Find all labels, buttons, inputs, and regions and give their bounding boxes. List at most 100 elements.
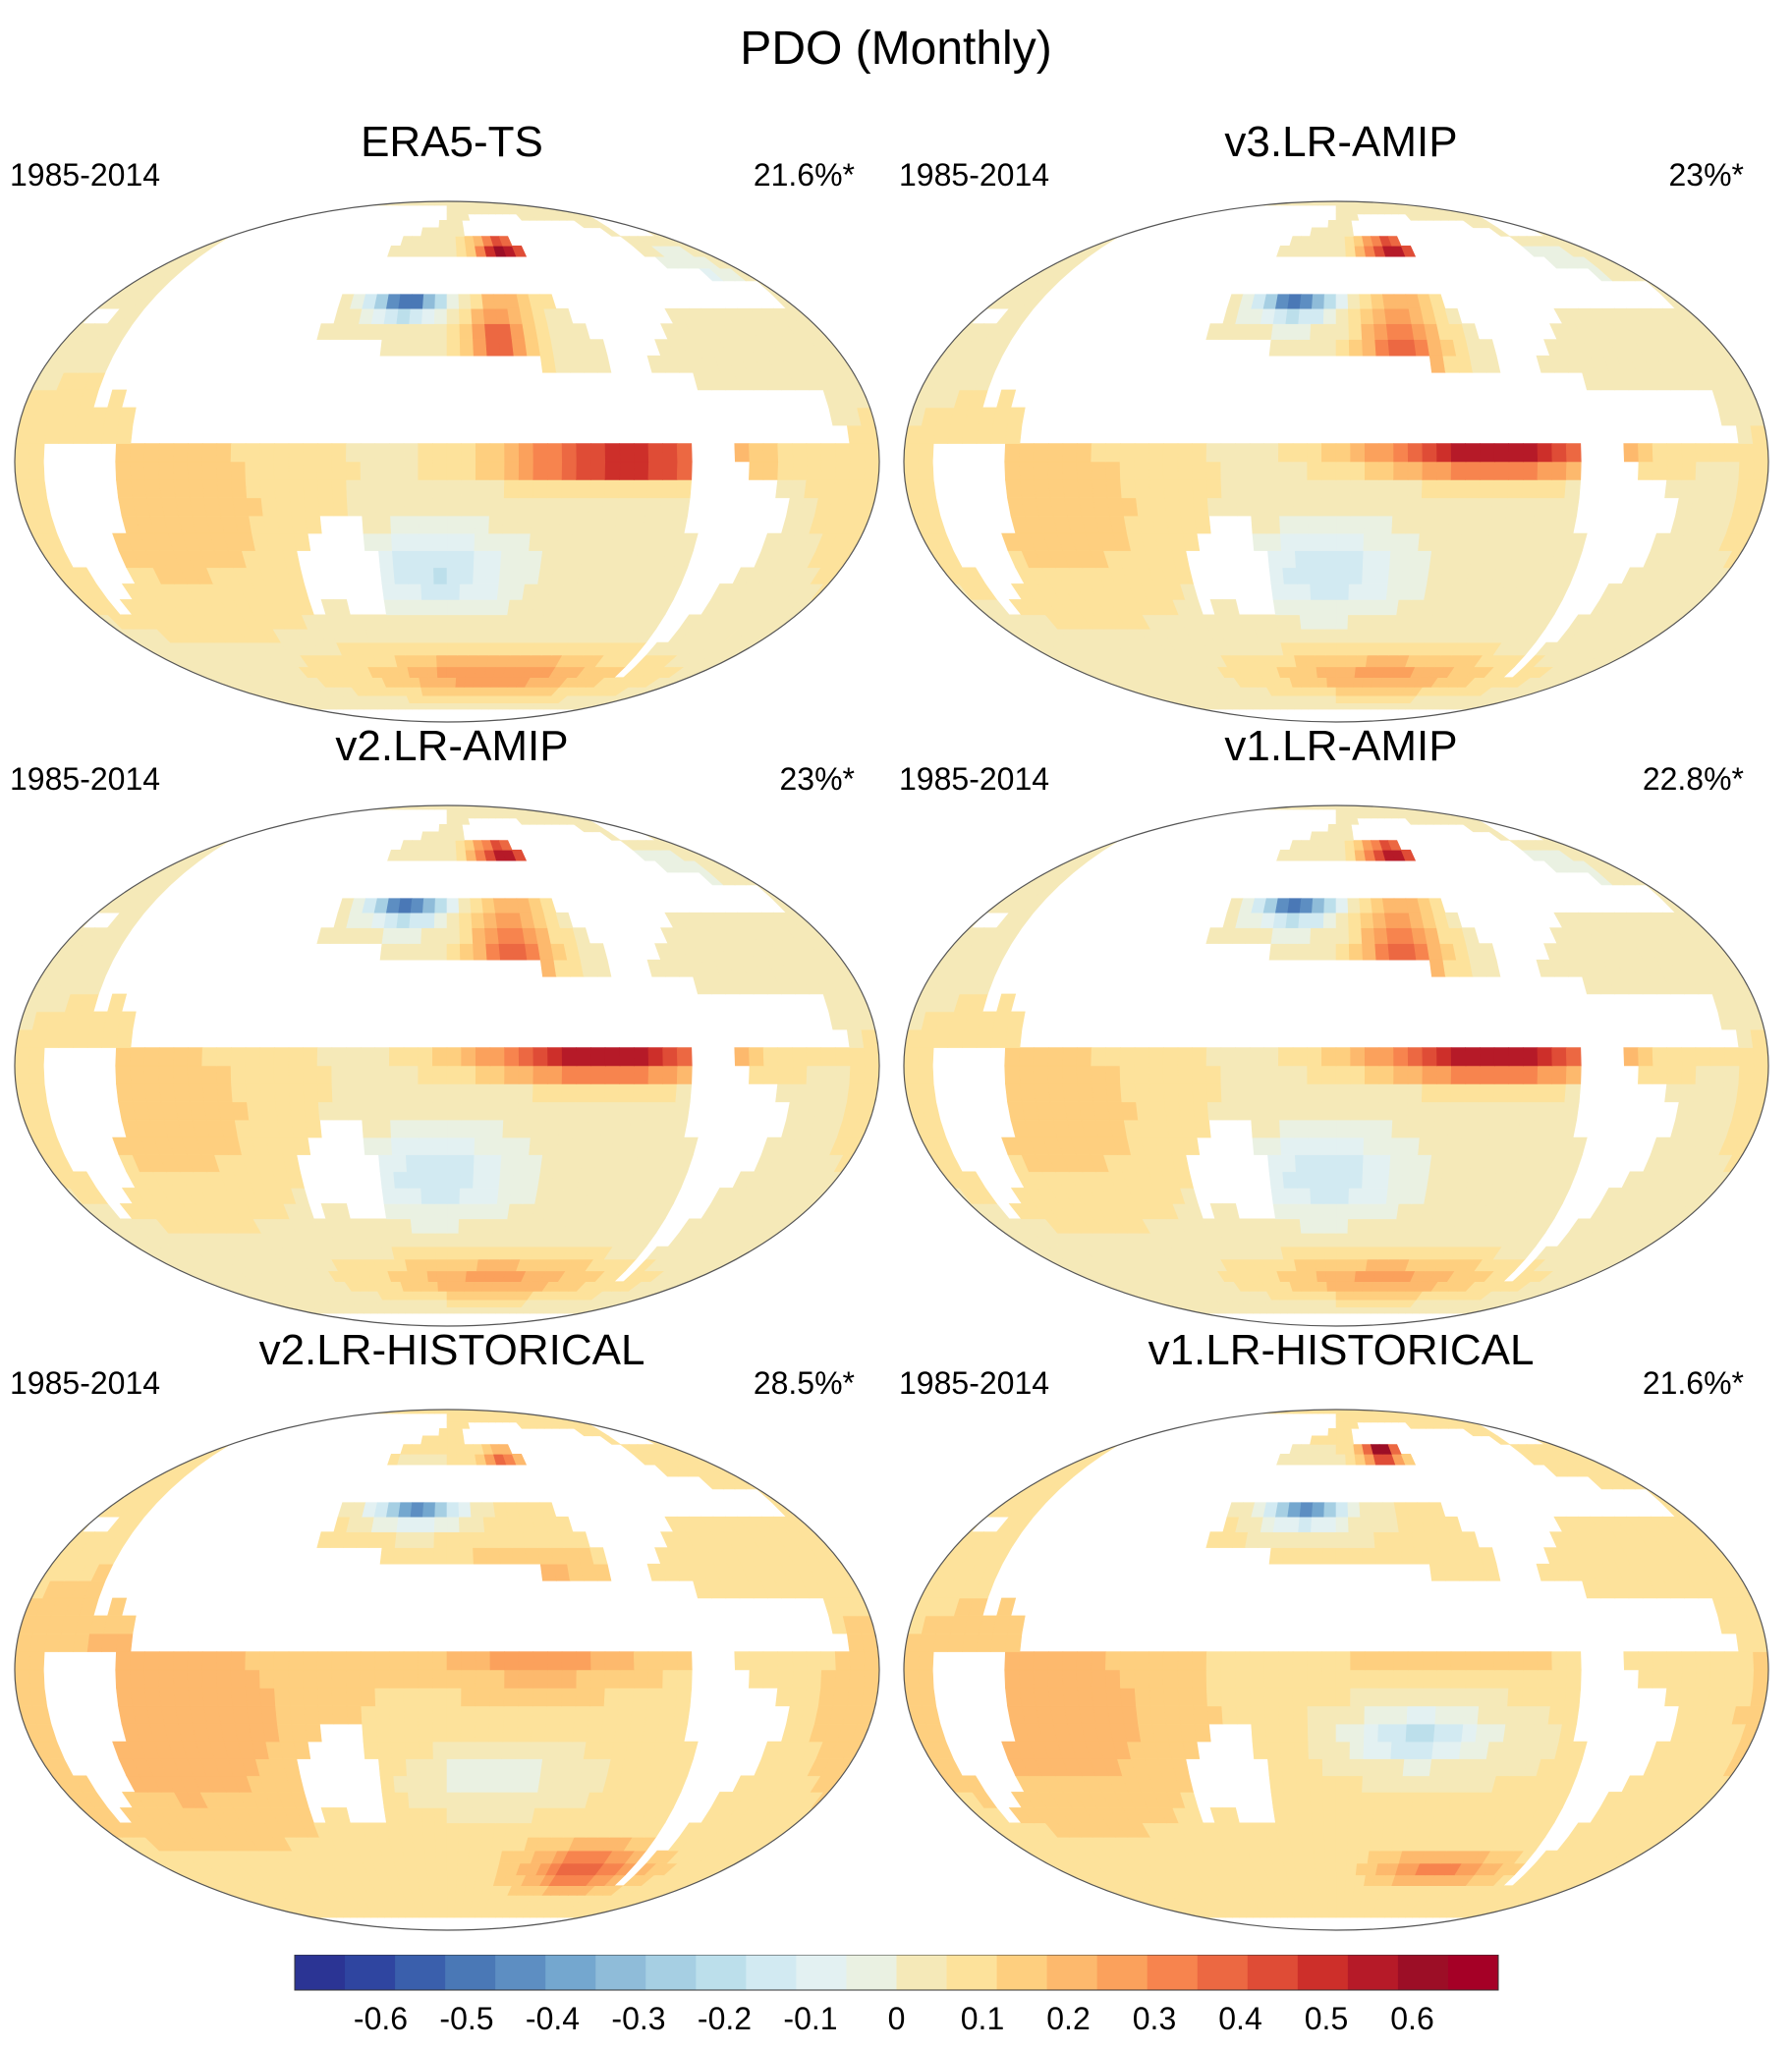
map-cell [1476,201,1486,203]
map-cell [634,702,657,710]
map-cell [1287,294,1302,309]
map-cell [1544,694,1571,704]
map-cell [405,550,421,569]
map-cell [177,1281,205,1292]
map-cell [471,1203,485,1220]
map-cell [1177,443,1193,463]
map-cell [148,850,179,861]
map-cell [1480,443,1495,463]
map-cell [446,583,461,600]
map-cell [1496,202,1512,206]
map-cell [1020,255,1050,269]
map-cell [1346,641,1359,656]
map-cell [403,1083,420,1103]
map-cell [647,461,664,480]
map-cell [173,461,189,480]
map-cell [245,479,262,499]
map-cell [437,227,448,237]
map-cell [316,1065,333,1084]
map-cell [408,927,422,944]
map-cell [457,641,470,656]
map-cell [486,550,502,569]
map-cell [446,246,458,257]
map-cell [344,202,356,206]
map-cell [1498,204,1517,210]
map-cell [481,898,496,914]
map-cell [1335,227,1346,237]
map-cell [561,443,578,463]
map-cell [1502,202,1518,206]
map-cell [1465,443,1481,463]
map-cell [618,1083,635,1103]
map-cell [555,307,574,324]
map-cell [455,677,467,688]
map-cell [422,898,436,914]
map-cell [460,550,476,569]
map-cell [459,583,474,600]
map-cell [1205,443,1222,463]
map-cell [1220,201,1230,203]
map-cell [555,912,574,928]
map-cell [148,246,179,257]
map-cell [634,219,657,229]
map-cell [1091,461,1107,480]
map-cell [456,850,468,861]
map-cell [1335,567,1350,584]
map-cell [376,1136,393,1155]
map-cell [1335,202,1343,206]
map-cell [424,641,437,656]
map-cell [419,1136,434,1155]
map-cell [539,898,557,914]
map-cell [487,1136,504,1155]
map-cell [308,201,319,203]
map-cell [1244,201,1254,203]
map-cell [1392,497,1409,517]
map-cell [1191,202,1204,206]
map-cell [115,443,132,463]
map-cell [473,1171,488,1189]
map-cell [1392,479,1409,499]
map-cell [360,201,370,203]
map-cell [1439,202,1451,206]
map-cell [641,694,665,704]
map-cell [558,515,575,534]
map-cell [511,943,528,961]
map-cell [1523,702,1546,710]
map-cell [1537,1306,1561,1314]
map-cell [1335,339,1350,357]
map-cell [1047,461,1064,480]
map-cell [530,1119,547,1138]
map-cell [1507,479,1524,499]
map-cell [519,805,530,807]
map-cell [1344,236,1356,247]
map-cell [1178,497,1196,517]
map-cell [574,1101,590,1121]
map-cell [130,461,145,480]
map-cell [749,1047,764,1067]
map-cell [438,694,448,704]
map-cell [663,694,690,704]
map-cell [259,461,275,480]
map-cell [1250,497,1266,517]
map-cell [458,1218,472,1234]
map-cell [15,461,30,480]
map-cell [1134,1306,1156,1314]
map-cell [1254,201,1264,203]
map-cell [1347,614,1361,630]
map-cell [1084,1291,1111,1301]
map-cell [789,479,808,499]
map-cell [1350,479,1366,499]
map-cell [408,323,422,340]
map-cell [419,1154,434,1173]
map-cell [1375,550,1391,569]
map-cell [679,532,699,551]
map-cell [454,687,466,696]
map-cell [259,1047,275,1067]
map-cell [421,1299,433,1308]
map-cell [530,515,547,534]
map-cell [1753,443,1768,463]
map-cell [553,201,563,203]
map-cell [173,479,191,499]
map-cell [1317,687,1329,696]
map-cell [544,202,556,206]
